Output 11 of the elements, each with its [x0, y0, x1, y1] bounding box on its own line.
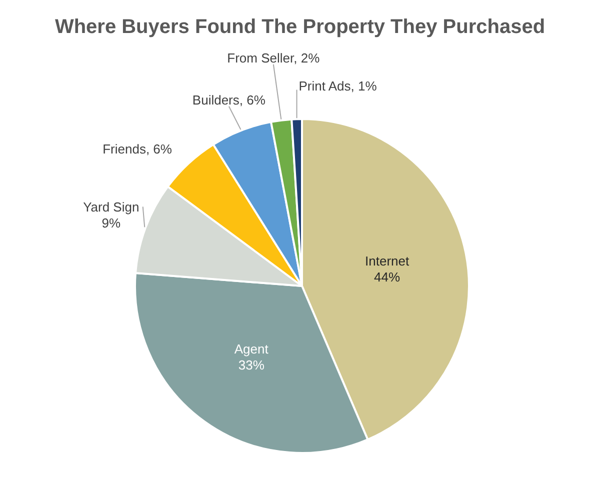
data-label: 44%: [374, 269, 401, 284]
data-label: 9%: [102, 215, 121, 230]
slice-label: Yard Sign: [83, 199, 140, 214]
slice-label: Friends, 6%: [102, 141, 172, 156]
data-label: 33%: [238, 357, 265, 372]
chart-title: Where Buyers Found The Property They Purchased: [54, 16, 546, 38]
slice-label: Builders, 6%: [192, 92, 266, 107]
slice-label: Print Ads, 1%: [298, 78, 378, 94]
slice-label: From Seller, 2%: [227, 50, 320, 65]
slice-label: Internet: [365, 253, 410, 268]
slice-label: Agent: [234, 341, 269, 356]
